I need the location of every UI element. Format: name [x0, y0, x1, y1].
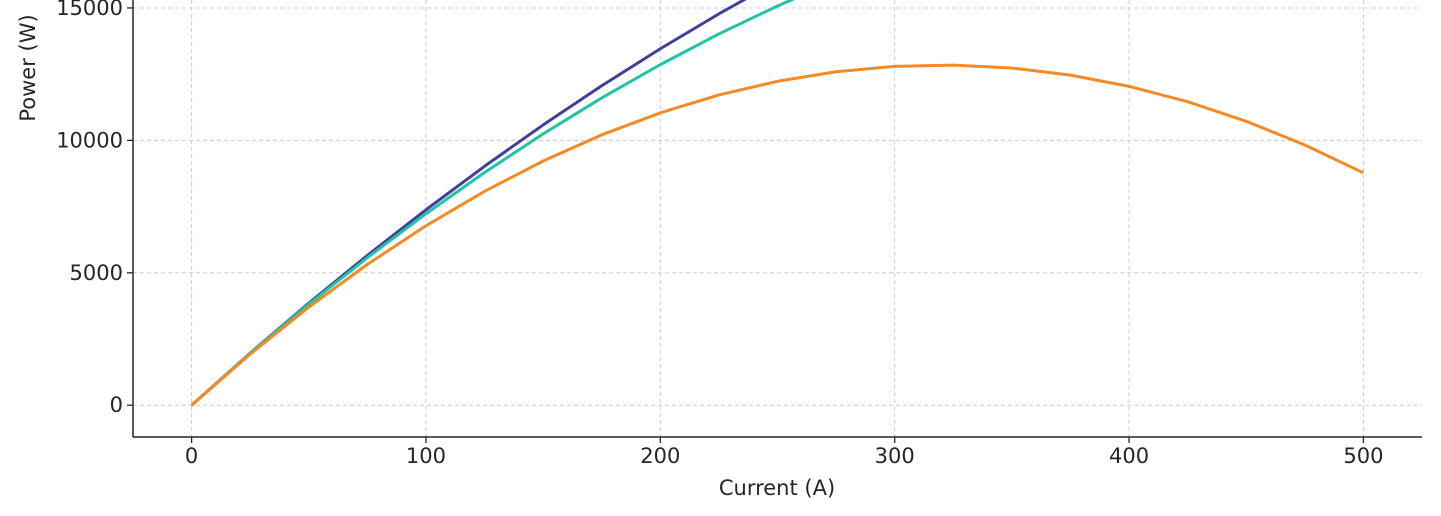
y-tick-label: 5000 [70, 261, 123, 285]
x-tick-label: 200 [640, 444, 680, 468]
y-tick-label: 0 [110, 393, 123, 417]
x-tick-label: 400 [1109, 444, 1149, 468]
x-tick-label: 0 [185, 444, 198, 468]
series-line [190, 63, 1365, 407]
series-line [190, 0, 796, 407]
x-tick-label: 500 [1343, 444, 1383, 468]
y-axis-label: Power (W) [16, 14, 40, 121]
series-line [190, 0, 747, 407]
x-axis-label: Current (A) [719, 476, 835, 500]
x-tick-label: 300 [875, 444, 915, 468]
y-tick-label: 10000 [56, 128, 123, 152]
y-tick-label: 15000 [56, 0, 123, 20]
x-tick-label: 100 [406, 444, 446, 468]
